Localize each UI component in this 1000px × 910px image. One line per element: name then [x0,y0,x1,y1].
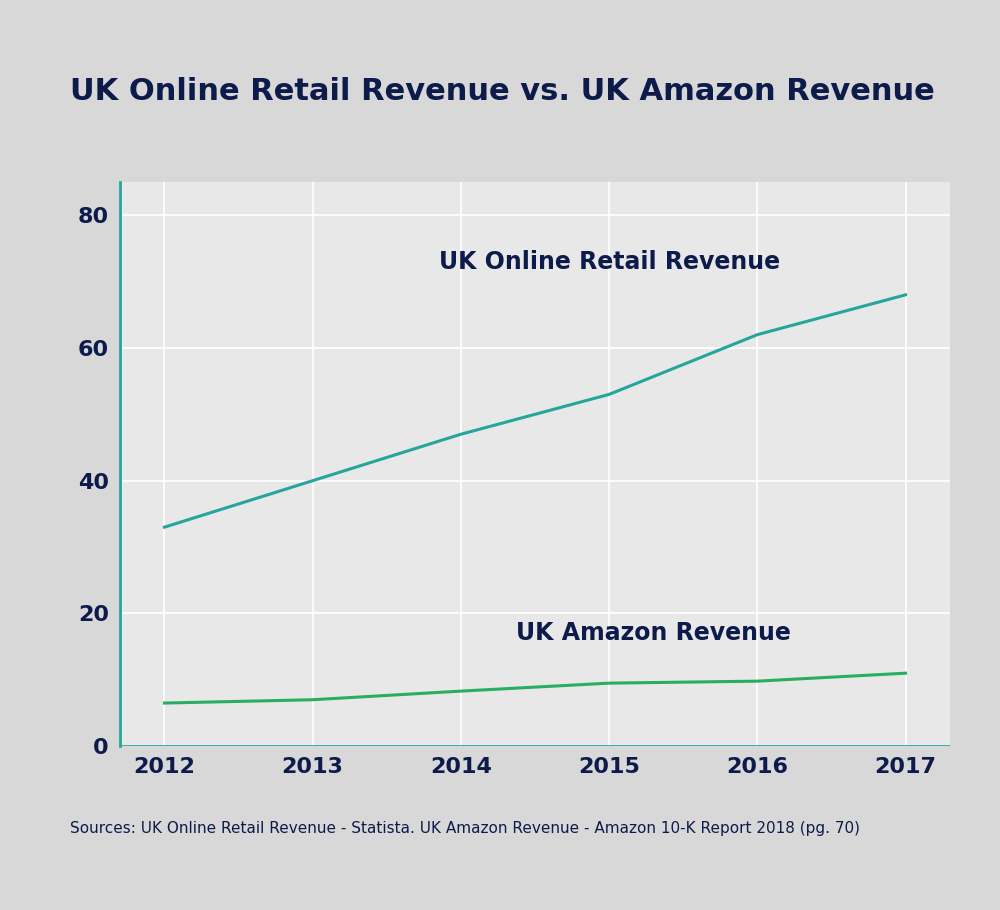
Text: UK Online Retail Revenue: UK Online Retail Revenue [439,249,780,274]
Text: UK Amazon Revenue: UK Amazon Revenue [516,622,791,645]
Text: Sources: UK Online Retail Revenue - Statista. UK Amazon Revenue - Amazon 10-K Re: Sources: UK Online Retail Revenue - Stat… [70,821,860,835]
Text: UK Online Retail Revenue vs. UK Amazon Revenue: UK Online Retail Revenue vs. UK Amazon R… [70,76,935,106]
